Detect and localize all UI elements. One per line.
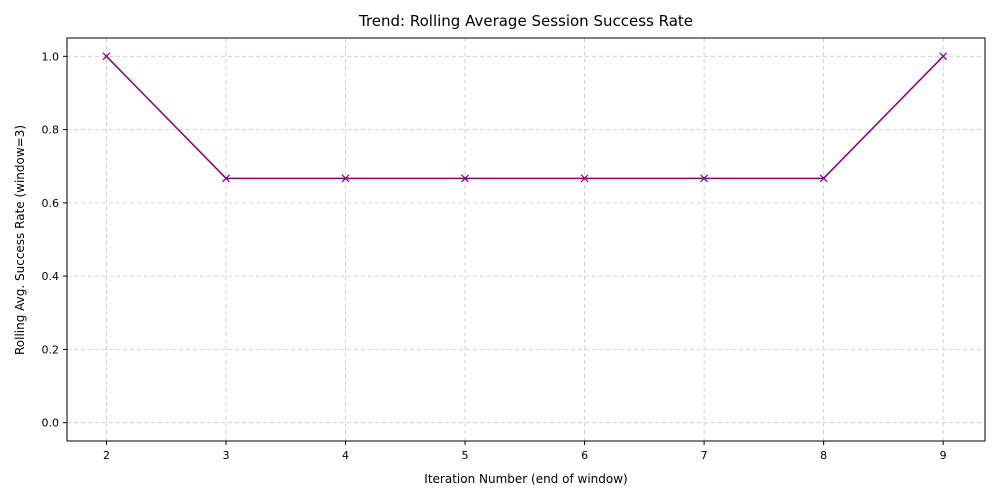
data-point-marker <box>939 52 948 61</box>
x-tick-label: 6 <box>581 449 588 462</box>
y-tick-label: 0.4 <box>42 270 60 283</box>
x-tick-label: 8 <box>820 449 827 462</box>
y-tick-label: 1.0 <box>42 50 60 63</box>
data-point-marker <box>700 174 709 183</box>
data-point-marker <box>819 174 828 183</box>
series-layer <box>102 52 948 183</box>
grid-layer <box>67 38 985 441</box>
series-line <box>105 55 944 180</box>
data-point-marker <box>580 174 589 183</box>
y-tick-label: 0.6 <box>42 197 60 210</box>
x-tick-label: 9 <box>940 449 947 462</box>
x-tick-label: 2 <box>103 449 110 462</box>
tick-layer: 2 3 4 5 6 7 8 9 0.0 0.2 0.4 0.6 0.8 1.0 <box>42 50 947 462</box>
x-tick-label: 3 <box>222 449 229 462</box>
y-tick-label: 0.8 <box>42 124 60 137</box>
x-tick-label: 4 <box>342 449 349 462</box>
x-tick-label: 5 <box>462 449 469 462</box>
data-point-marker <box>102 52 111 61</box>
plot-frame <box>66 37 986 442</box>
data-point-marker <box>461 174 469 183</box>
y-tick-label: 0.2 <box>42 343 60 356</box>
data-point-marker <box>341 174 350 183</box>
chart-title: Trend: Rolling Average Session Success R… <box>358 12 693 30</box>
x-axis-label: Iteration Number (end of window) <box>424 472 627 486</box>
y-axis-label: Rolling Avg. Success Rate (window=3) <box>13 125 27 355</box>
y-tick-label: 0.0 <box>42 417 60 430</box>
data-point-marker <box>222 174 230 183</box>
x-tick-label: 7 <box>701 449 708 462</box>
